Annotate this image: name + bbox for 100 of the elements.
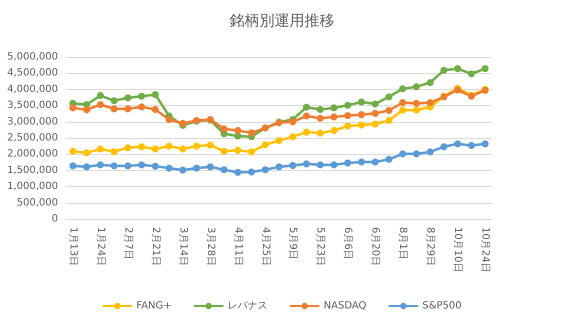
point <box>440 143 448 150</box>
point <box>289 162 296 170</box>
point <box>412 106 420 114</box>
point <box>138 143 146 150</box>
point <box>262 141 269 148</box>
point <box>344 159 352 166</box>
point <box>83 163 90 170</box>
point <box>426 79 434 86</box>
point <box>166 116 173 124</box>
point <box>440 66 448 74</box>
point <box>179 166 186 174</box>
point <box>385 93 392 100</box>
point <box>344 122 352 130</box>
point <box>358 98 365 106</box>
point <box>234 127 242 134</box>
x-tick-label: 6月6日 <box>342 227 354 260</box>
point <box>358 122 365 129</box>
point <box>166 164 173 172</box>
x-tick-label: 5月23日 <box>314 227 326 266</box>
point <box>69 148 76 155</box>
point <box>316 106 324 113</box>
y-tick-label: 3,000,000 <box>7 116 58 128</box>
point <box>302 128 310 136</box>
point <box>124 94 132 102</box>
point <box>344 112 352 120</box>
point <box>83 149 90 156</box>
point <box>289 133 296 140</box>
point <box>372 120 379 128</box>
point <box>276 163 282 170</box>
point <box>482 65 489 72</box>
x-tick-label: 8月29日 <box>424 227 436 266</box>
point <box>248 168 256 176</box>
point <box>330 104 338 112</box>
point <box>124 162 132 170</box>
point <box>262 166 269 174</box>
point <box>152 106 159 113</box>
point <box>454 140 462 148</box>
legend-label: FANG+ <box>136 300 172 312</box>
point <box>412 150 420 158</box>
legend-label: S&P500 <box>422 300 462 312</box>
y-tick-label: 3,500,000 <box>7 100 58 112</box>
point <box>69 162 76 170</box>
y-tick-label: 0 <box>52 214 58 224</box>
point <box>248 148 256 156</box>
x-tick-label: 1月24日 <box>94 227 106 266</box>
x-tick-label: 3月28日 <box>204 227 216 266</box>
y-tick-label: 2,000,000 <box>7 148 58 160</box>
point <box>482 140 489 148</box>
chart-title: 銘柄別運用推移 <box>230 12 334 30</box>
point <box>138 103 146 110</box>
point <box>152 146 159 153</box>
point <box>399 150 406 158</box>
point <box>468 142 475 149</box>
point <box>302 112 310 120</box>
point <box>454 65 462 72</box>
point <box>220 166 228 174</box>
point <box>96 146 104 153</box>
y-tick-label: 5,000,000 <box>7 52 58 62</box>
point <box>426 99 434 106</box>
point <box>276 137 282 144</box>
point <box>316 130 324 137</box>
legend-label: NASDAQ <box>324 300 367 312</box>
x-tick-label: 6月20日 <box>370 227 381 266</box>
point <box>399 99 406 106</box>
point <box>138 92 146 100</box>
x-tick-label: 3月14日 <box>177 227 188 266</box>
point <box>358 158 365 166</box>
point <box>372 100 379 108</box>
y-tick-label: 1,500,000 <box>7 164 58 176</box>
y-tick-label: 1,000,000 <box>7 181 58 192</box>
point <box>234 146 242 154</box>
point <box>193 164 200 172</box>
point <box>372 158 379 166</box>
point <box>179 146 186 153</box>
point <box>344 102 352 109</box>
y-tick-label: 500,000 <box>16 197 58 208</box>
point <box>412 100 420 107</box>
point <box>110 105 118 112</box>
point <box>83 106 90 114</box>
point <box>220 125 228 132</box>
point <box>385 117 392 124</box>
point <box>372 110 379 117</box>
x-tick-label: 10月10日 <box>452 227 464 272</box>
point <box>96 92 104 100</box>
point <box>138 161 146 168</box>
point <box>330 127 338 134</box>
y-tick-label: 4,500,000 <box>7 68 58 79</box>
y-tick-label: 4,000,000 <box>7 84 58 95</box>
point <box>110 97 118 104</box>
y-tick-label: 2,500,000 <box>7 132 58 144</box>
point <box>206 142 214 149</box>
point <box>385 106 392 114</box>
point <box>302 160 310 168</box>
x-tick-label: 5月9日 <box>287 227 298 260</box>
point <box>399 106 406 114</box>
x-tick-label: 8月1日 <box>397 227 408 260</box>
point <box>220 148 228 155</box>
point <box>358 111 365 118</box>
point <box>96 101 104 108</box>
point <box>399 85 406 92</box>
